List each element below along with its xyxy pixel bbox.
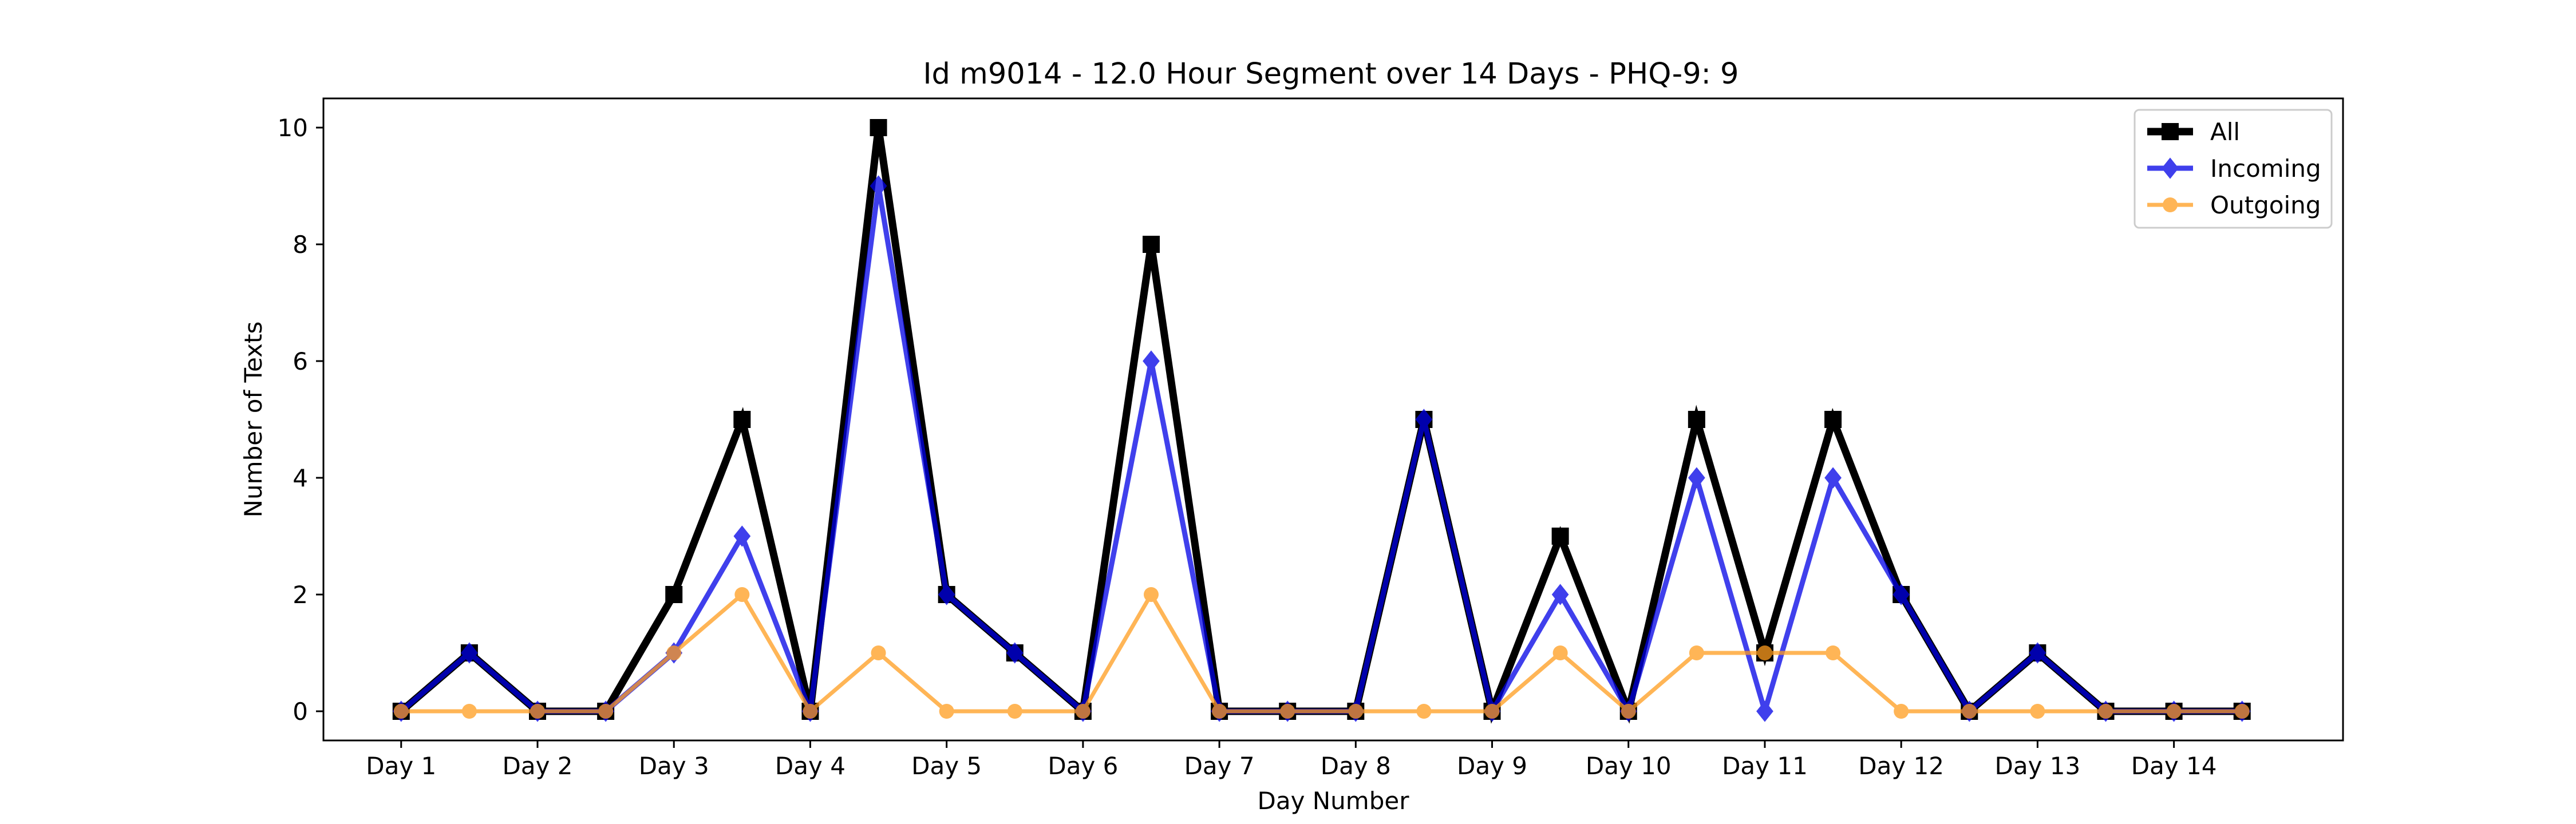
data-point-outgoing <box>1757 645 1772 660</box>
data-point-incoming <box>1143 350 1160 372</box>
data-point-outgoing <box>1689 645 1704 660</box>
data-point-outgoing <box>1212 704 1227 719</box>
data-point-all <box>733 411 751 428</box>
x-tick-label: Day 7 <box>1184 752 1255 780</box>
series-outgoing <box>393 587 2250 719</box>
data-point-outgoing <box>1826 645 1841 660</box>
y-axis: 0 2 4 6 8 10 <box>278 114 323 726</box>
data-point-incoming <box>1688 467 1705 489</box>
data-point-outgoing <box>1962 704 1977 719</box>
data-point-incoming <box>1824 467 1842 489</box>
data-point-outgoing <box>2234 704 2250 719</box>
data-point-outgoing <box>1621 704 1636 719</box>
series-all <box>392 119 2251 724</box>
series-layer <box>392 119 2251 724</box>
data-point-outgoing <box>1894 704 1909 719</box>
data-point-all <box>1688 411 1705 428</box>
legend-item-all <box>2147 123 2193 140</box>
plot-area-frame <box>322 97 2344 742</box>
legend: All Incoming Outgoing <box>2134 109 2333 229</box>
x-tick-label: Day 3 <box>639 752 709 780</box>
data-point-all <box>1551 528 1569 545</box>
data-point-incoming <box>870 175 887 197</box>
x-tick-label: Day 5 <box>911 752 982 780</box>
data-point-outgoing <box>1348 704 1364 719</box>
legend-label-all: All <box>2210 118 2240 146</box>
data-point-all <box>665 586 683 603</box>
x-axis: Day 1 Day 2 Day 3 Day 4 Day 5 Day 6 Day 7 Day 8… <box>366 740 2217 780</box>
data-point-outgoing <box>871 645 886 660</box>
x-tick-label: Day 12 <box>1858 752 1944 780</box>
y-tick-label: 8 <box>293 231 308 259</box>
data-point-outgoing <box>2166 704 2182 719</box>
y-tick-label: 6 <box>293 347 308 375</box>
y-tick-label: 4 <box>293 464 308 492</box>
y-tick-label: 10 <box>278 114 308 142</box>
data-point-incoming <box>938 584 955 605</box>
data-point-outgoing <box>598 704 614 719</box>
data-point-outgoing <box>1007 704 1022 719</box>
data-point-outgoing <box>1484 704 1500 719</box>
data-point-outgoing <box>2030 704 2045 719</box>
x-tick-label: Day 13 <box>1995 752 2081 780</box>
series-line-all <box>398 127 2242 724</box>
data-point-outgoing <box>939 704 954 719</box>
data-point-outgoing <box>1280 704 1295 719</box>
data-point-outgoing <box>461 704 477 719</box>
data-point-outgoing <box>803 704 818 719</box>
data-point-outgoing <box>1416 704 1432 719</box>
y-axis-label: Number of Texts <box>239 322 267 518</box>
data-point-all <box>870 119 887 136</box>
x-tick-label: Day 4 <box>775 752 846 780</box>
x-tick-label: Day 9 <box>1457 752 1527 780</box>
x-axis-label: Day Number <box>1257 787 1409 815</box>
data-point-incoming <box>2029 642 2046 664</box>
data-point-incoming <box>1756 700 1773 722</box>
legend-label-outgoing: Outgoing <box>2210 191 2321 219</box>
series-line-incoming <box>399 185 2242 721</box>
series-incoming <box>392 175 2251 722</box>
data-point-outgoing <box>393 704 409 719</box>
data-point-outgoing <box>666 645 682 660</box>
data-point-all <box>1142 236 1160 253</box>
series-line-outgoing <box>401 591 2242 715</box>
data-point-incoming <box>733 525 751 547</box>
x-tick-label: Day 2 <box>502 752 572 780</box>
data-point-incoming <box>1551 584 1569 605</box>
data-point-outgoing <box>734 587 750 602</box>
x-tick-label: Day 11 <box>1722 752 1808 780</box>
chart-title: Id m9014 - 12.0 Hour Segment over 14 Day… <box>923 57 1739 91</box>
data-point-incoming <box>1415 409 1433 430</box>
x-tick-label: Day 14 <box>2131 752 2217 780</box>
legend-marker-incoming <box>2162 157 2179 179</box>
y-tick-label: 0 <box>293 698 308 726</box>
data-point-outgoing <box>530 704 546 719</box>
legend-marker-outgoing <box>2163 197 2178 212</box>
legend-label-incoming: Incoming <box>2210 154 2321 183</box>
data-point-outgoing <box>1075 704 1091 719</box>
data-point-outgoing <box>1552 645 1568 660</box>
x-tick-label: Day 6 <box>1048 752 1118 780</box>
data-point-incoming <box>461 642 478 664</box>
data-point-incoming <box>1893 584 1910 605</box>
x-tick-label: Day 10 <box>1586 752 1672 780</box>
legend-frame <box>2134 109 2333 229</box>
data-point-all <box>1824 411 1842 428</box>
x-tick-label: Day 1 <box>366 752 436 780</box>
legend-marker-all <box>2162 123 2179 140</box>
data-point-outgoing <box>1143 587 1159 602</box>
legend-item-outgoing <box>2147 197 2193 212</box>
data-point-outgoing <box>2098 704 2113 719</box>
data-point-incoming <box>1006 642 1024 664</box>
x-tick-label: Day 8 <box>1321 752 1391 780</box>
y-tick-label: 2 <box>293 581 308 609</box>
legend-item-incoming <box>2147 157 2193 179</box>
